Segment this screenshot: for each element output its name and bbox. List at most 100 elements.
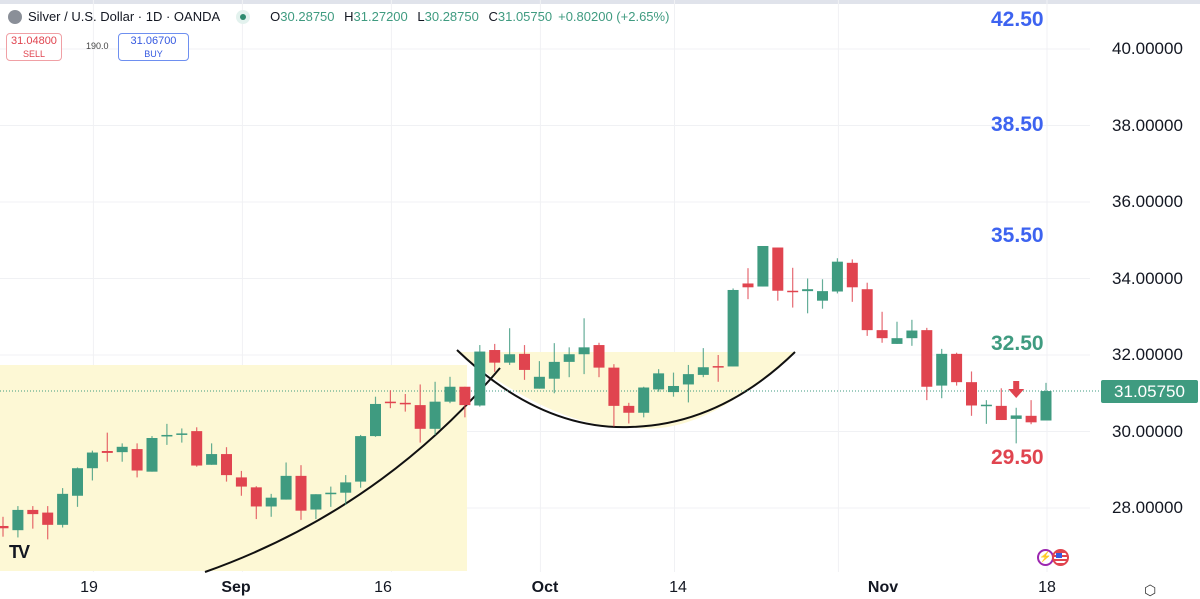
candle-body xyxy=(578,347,590,355)
candle-body xyxy=(712,366,724,368)
buy-price: 31.06700 xyxy=(130,35,177,47)
candle-body xyxy=(355,436,367,482)
candle-body xyxy=(519,353,530,370)
candle-body xyxy=(370,403,381,437)
symbol-title[interactable]: Silver / U.S. Dollar · 1D · OANDA xyxy=(28,9,221,24)
candle-body xyxy=(295,475,307,511)
buy-label: BUY xyxy=(144,49,163,59)
candle-body xyxy=(101,451,113,453)
candle-body xyxy=(340,482,352,493)
candle-body xyxy=(936,353,948,386)
candle-body xyxy=(12,509,24,531)
candle-body xyxy=(891,338,903,344)
price-level-label: 35.50 xyxy=(991,224,1044,247)
candle-body xyxy=(1010,415,1022,419)
cup-bowl-arc xyxy=(456,349,796,429)
candle-body xyxy=(72,468,83,496)
top-border xyxy=(0,0,1200,4)
y-tick-label: 32.00000 xyxy=(1112,345,1183,364)
sell-price: 31.04800 xyxy=(11,35,57,47)
candle-body xyxy=(131,449,143,471)
x-tick-label: Sep xyxy=(221,579,251,596)
candle-body xyxy=(548,361,560,379)
y-tick-label: 36.00000 xyxy=(1112,192,1183,211)
x-tick-label: Nov xyxy=(867,579,899,596)
price-level-label: 38.50 xyxy=(991,113,1044,136)
y-tick-label: 34.00000 xyxy=(1112,268,1183,288)
candle-body xyxy=(966,382,977,406)
candle-body xyxy=(533,376,545,389)
candle-body xyxy=(161,434,173,437)
silver-symbol-icon xyxy=(8,9,22,24)
close-value: 31.05750 xyxy=(497,9,553,24)
candle-body xyxy=(399,402,411,405)
candle-body xyxy=(221,454,232,476)
tradingview-logo[interactable]: TV xyxy=(9,542,30,562)
candle-body xyxy=(638,387,650,413)
candle-body xyxy=(280,475,292,500)
candle-body xyxy=(504,354,516,363)
x-tick-label: 16 xyxy=(374,579,392,596)
sell-button[interactable]: 31.04800 SELL xyxy=(6,33,62,61)
candle-body xyxy=(384,401,396,404)
candle-body xyxy=(668,385,679,393)
price-change: +0.80200 (+2.65%) xyxy=(558,9,670,24)
buy-button[interactable]: 31.06700 BUY xyxy=(118,33,189,61)
candle-body xyxy=(906,330,918,339)
candle-body xyxy=(325,492,337,495)
candle-body xyxy=(593,345,605,368)
candle-body xyxy=(474,351,486,406)
candle-body xyxy=(787,290,799,293)
ohlc-values: O30.28750 H31.27200 L30.28750 C31.05750 xyxy=(270,9,553,24)
sell-signal-arrow-icon xyxy=(1008,381,1025,398)
candle-body xyxy=(757,245,769,287)
y-tick-label: 40.00000 xyxy=(1112,39,1183,58)
candle-body xyxy=(817,291,828,301)
candle-body xyxy=(429,401,441,429)
candle-body xyxy=(265,497,277,507)
candle-body xyxy=(146,438,158,472)
price-level-label: 29.50 xyxy=(991,446,1044,469)
candle-body xyxy=(86,452,98,469)
high-value: 31.27200 xyxy=(353,9,408,24)
candle-body xyxy=(310,494,322,510)
candle-body xyxy=(206,454,218,465)
candle-body xyxy=(623,405,635,413)
candle-body xyxy=(1040,391,1052,421)
x-tick-label: Oct xyxy=(531,579,559,596)
candle-body xyxy=(772,247,784,291)
candle-body xyxy=(995,405,1007,421)
candle-body xyxy=(191,431,203,466)
market-open-status-icon xyxy=(236,9,251,24)
candle-body xyxy=(0,525,9,529)
candle-body xyxy=(980,404,992,407)
us-flag-event-icon[interactable] xyxy=(1052,549,1069,566)
candle-body xyxy=(608,367,620,406)
settings-gear-icon[interactable]: ⬡ xyxy=(1144,582,1157,598)
sell-label: SELL xyxy=(22,49,46,59)
candle-body xyxy=(489,350,501,363)
candle-body xyxy=(176,433,188,435)
candle-body xyxy=(414,405,426,429)
candle-body xyxy=(563,354,575,362)
candle-body xyxy=(802,289,814,292)
candle-body xyxy=(742,283,754,288)
candle-body xyxy=(921,330,933,387)
candle-body xyxy=(57,493,69,525)
chart-legend: Silver / U.S. Dollar · 1D · OANDA O30.28… xyxy=(8,9,669,24)
low-value: 30.28750 xyxy=(424,9,479,24)
candle-body xyxy=(27,509,39,515)
x-tick-label: 18 xyxy=(1038,579,1056,596)
y-tick-label: 28.00000 xyxy=(1112,498,1183,517)
spread-value: 190.0 xyxy=(86,41,109,51)
x-tick-label: 14 xyxy=(669,579,687,596)
x-tick-label: 19 xyxy=(80,579,98,596)
price-level-label: 32.50 xyxy=(991,332,1044,355)
candle-body xyxy=(682,374,694,385)
candle-body xyxy=(250,487,262,507)
candle-body xyxy=(235,477,247,487)
y-tick-label: 30.00000 xyxy=(1112,421,1183,441)
candle-body xyxy=(727,289,739,367)
price-level-label: 42.50 xyxy=(991,8,1044,31)
